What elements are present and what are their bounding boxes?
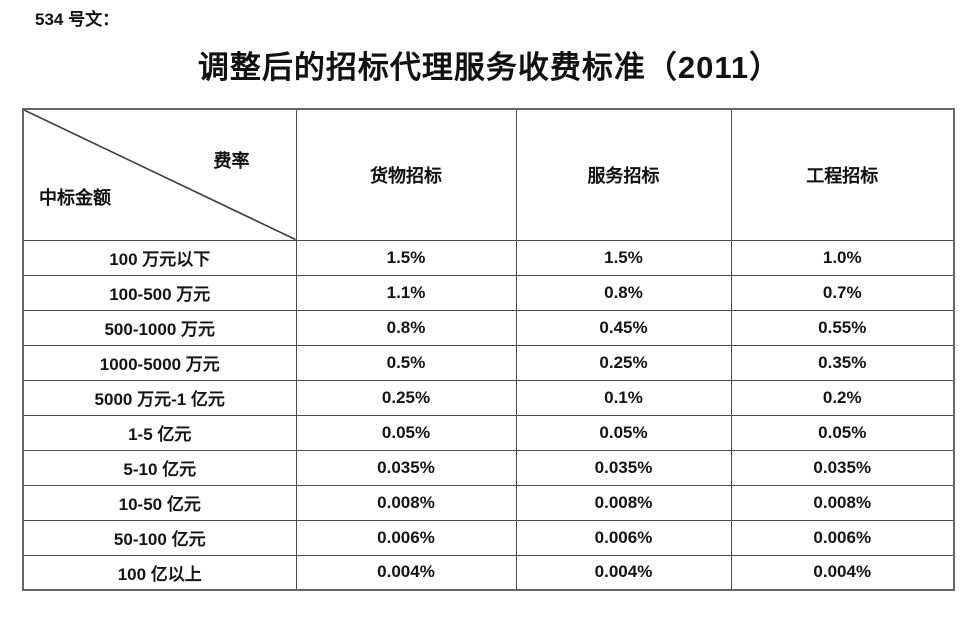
row-label: 5-10 亿元 (22, 449, 297, 486)
table-row: 100 亿以上 0.004% 0.004% 0.004% (22, 554, 955, 591)
table-row: 500-1000 万元 0.8% 0.45% 0.55% (22, 309, 955, 346)
column-header-goods: 货物招标 (295, 108, 517, 241)
fee-table: 费率 中标金额 货物招标 服务招标 工程招标 100 万元以下 1.5% 1.5… (22, 108, 955, 591)
table-row: 1000-5000 万元 0.5% 0.25% 0.35% (22, 344, 955, 381)
corner-cell: 费率 中标金额 (22, 108, 297, 241)
fee-value: 0.5% (295, 344, 517, 381)
corner-rate-label: 费率 (213, 151, 250, 171)
fee-value: 0.035% (515, 449, 732, 486)
row-label: 100-500 万元 (22, 274, 297, 311)
table-row: 100 万元以下 1.5% 1.5% 1.0% (22, 239, 955, 276)
fee-value: 1.1% (295, 274, 517, 311)
fee-value: 0.35% (730, 344, 955, 381)
table-row: 100-500 万元 1.1% 0.8% 0.7% (22, 274, 955, 311)
fee-value: 0.008% (295, 484, 517, 521)
fee-value: 0.004% (730, 554, 955, 591)
fee-value: 0.006% (295, 519, 517, 556)
page-title: 调整后的招标代理服务收费标准（2011） (197, 50, 782, 85)
fee-value: 0.004% (295, 554, 517, 591)
row-label: 1000-5000 万元 (22, 344, 297, 381)
fee-value: 0.55% (730, 309, 955, 346)
table-row: 50-100 亿元 0.006% 0.006% 0.006% (22, 519, 955, 556)
fee-value: 0.2% (730, 379, 955, 416)
doc-number: 534 号文： (35, 10, 120, 29)
fee-value: 0.05% (730, 414, 955, 451)
corner-amount-label: 中标金额 (39, 187, 111, 208)
fee-value: 0.05% (515, 414, 732, 451)
fee-value: 1.5% (295, 239, 517, 276)
table-row: 1-5 亿元 0.05% 0.05% 0.05% (22, 414, 955, 451)
fee-value: 1.5% (515, 239, 732, 276)
row-label: 100 亿以上 (22, 554, 297, 591)
fee-value: 0.008% (730, 484, 955, 521)
diagonal-divider-line (24, 110, 295, 239)
table-row: 5-10 亿元 0.035% 0.035% 0.035% (22, 449, 955, 486)
row-label: 500-1000 万元 (22, 309, 297, 346)
fee-value: 0.006% (515, 519, 732, 556)
fee-value: 0.45% (515, 309, 732, 346)
fee-value: 0.25% (295, 379, 517, 416)
fee-value: 0.035% (730, 449, 955, 486)
table-row: 5000 万元-1 亿元 0.25% 0.1% 0.2% (22, 379, 955, 416)
fee-value: 0.008% (515, 484, 732, 521)
table-header-row: 费率 中标金额 货物招标 服务招标 工程招标 (22, 108, 955, 241)
fee-value: 0.035% (295, 449, 517, 486)
fee-value: 0.1% (515, 379, 732, 416)
fee-value: 0.7% (730, 274, 955, 311)
fee-value: 0.8% (515, 274, 732, 311)
column-header-engineering: 工程招标 (730, 108, 955, 241)
row-label: 10-50 亿元 (22, 484, 297, 521)
document-page: 534 号文： 调整后的招标代理服务收费标准（2011） 费率 中标金额 货物招… (22, 10, 955, 591)
column-header-services: 服务招标 (515, 108, 732, 241)
fee-value: 0.05% (295, 414, 517, 451)
row-label: 5000 万元-1 亿元 (22, 379, 297, 416)
row-label: 50-100 亿元 (22, 519, 297, 556)
table-row: 10-50 亿元 0.008% 0.008% 0.008% (22, 484, 955, 521)
fee-value: 0.004% (515, 554, 732, 591)
fee-value: 0.8% (295, 309, 517, 346)
fee-value: 0.006% (730, 519, 955, 556)
fee-value: 1.0% (730, 239, 955, 276)
fee-value: 0.25% (515, 344, 732, 381)
row-label: 100 万元以下 (22, 239, 297, 276)
row-label: 1-5 亿元 (22, 414, 297, 451)
